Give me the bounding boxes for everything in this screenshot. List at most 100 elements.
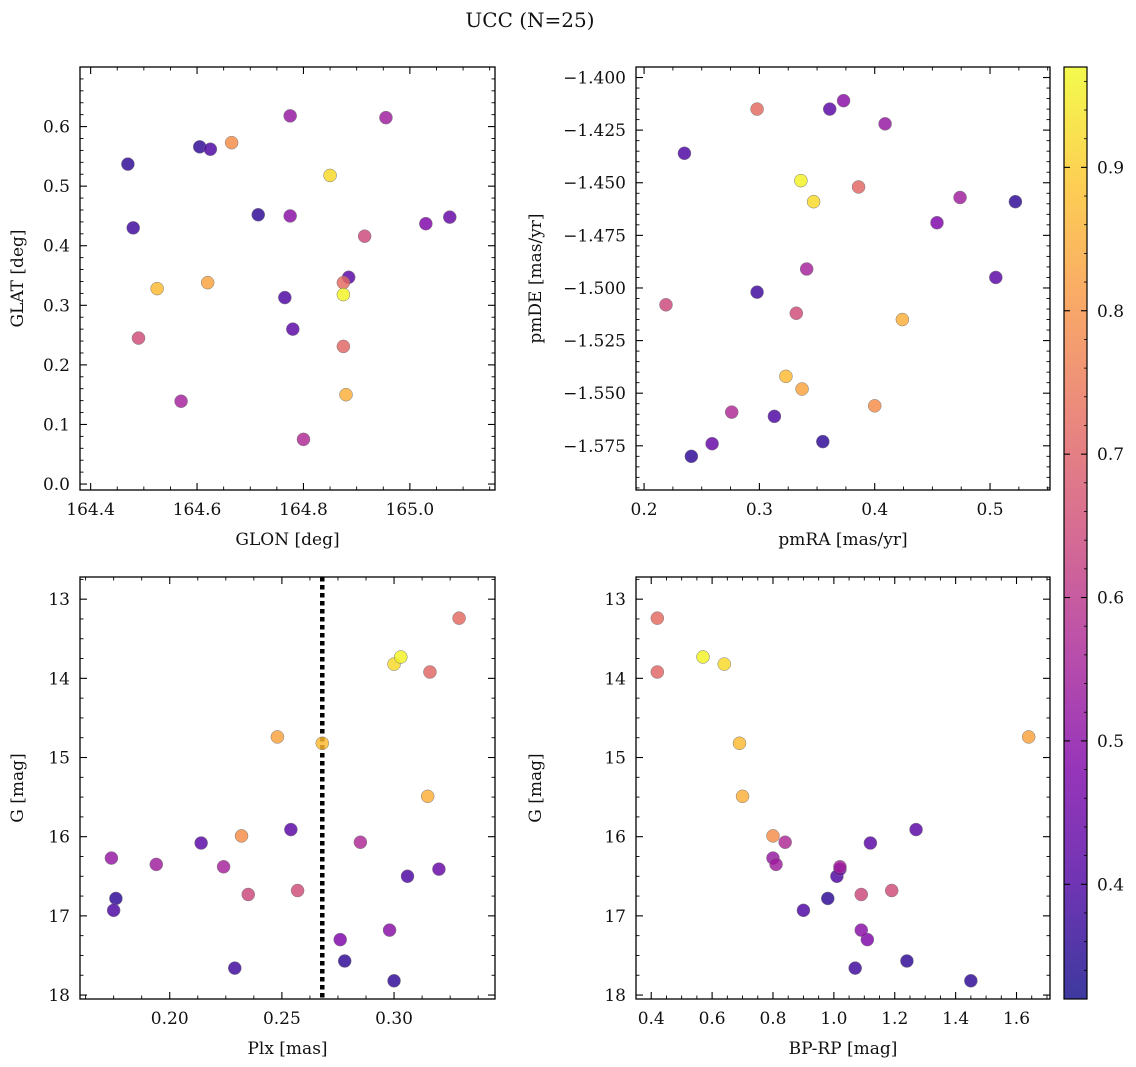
x-tick-label: 165.0 <box>386 500 435 520</box>
data-point <box>650 665 665 679</box>
data-point <box>443 210 457 224</box>
data-point <box>203 142 218 156</box>
y-tick-label: 17 <box>48 907 70 927</box>
y-tick-label: 15 <box>48 749 70 769</box>
data-point <box>336 287 351 302</box>
axes-frame <box>635 66 1051 491</box>
data-point <box>863 836 878 850</box>
data-point <box>964 974 978 988</box>
data-point <box>337 954 352 968</box>
x-tick-label: 0.2 <box>631 500 658 520</box>
data-point <box>705 436 719 451</box>
data-point <box>216 860 231 874</box>
y-tick-label: 0.3 <box>43 296 70 316</box>
data-point <box>379 110 393 125</box>
data-point <box>200 275 215 290</box>
data-point <box>224 135 239 150</box>
data-point <box>724 405 739 419</box>
y-axis-label: G [mag] <box>8 753 28 822</box>
axes-frame <box>79 576 496 1000</box>
colorbar-tick-label: 0.5 <box>1097 732 1124 752</box>
data-point <box>420 789 435 804</box>
data-point <box>860 932 875 947</box>
data-point <box>836 93 851 108</box>
data-point <box>149 857 164 872</box>
colorbar-tick-label: 0.9 <box>1097 158 1124 178</box>
x-tick-label: 164.8 <box>279 500 328 520</box>
data-point <box>696 650 710 664</box>
x-axis-label: BP-RP [mag] <box>789 1039 898 1059</box>
y-tick-label: 0.6 <box>43 118 70 138</box>
data-point <box>806 194 821 209</box>
data-point <box>650 611 665 625</box>
data-point <box>909 822 923 837</box>
data-point <box>283 109 297 123</box>
x-tick-label: 0.3 <box>746 500 773 520</box>
y-tick-label: −1.525 <box>563 332 626 352</box>
data-point <box>677 146 692 161</box>
data-point <box>419 216 433 231</box>
data-point <box>174 394 188 408</box>
y-tick-label: 14 <box>48 669 70 689</box>
data-point <box>315 736 330 751</box>
y-tick-label: −1.450 <box>563 174 626 194</box>
y-tick-label: −1.500 <box>563 279 626 299</box>
panel-bprp-g: 0.4 0.6 0.8 1.0 1.2 1.4 1.6 13 14 15 16 17 18 BP-RP [… <box>526 576 1051 1059</box>
y-tick-label: 0.0 <box>43 475 70 495</box>
data-point <box>735 789 750 804</box>
colorbar-tick-label: 0.7 <box>1097 445 1124 465</box>
x-tick-label: 0.30 <box>375 1009 413 1029</box>
data-point <box>851 180 866 194</box>
data-point <box>400 869 415 884</box>
data-point <box>895 312 910 327</box>
x-axis-label: pmRA [mas/yr] <box>778 530 907 550</box>
data-point <box>900 954 914 968</box>
data-point <box>278 290 292 305</box>
colorbar-frame <box>1063 66 1088 1000</box>
data-point <box>333 932 347 947</box>
data-point <box>284 822 298 837</box>
data-point <box>953 190 967 205</box>
y-tick-label: 13 <box>604 590 626 610</box>
data-point <box>779 369 793 384</box>
y-tick-label: 0.5 <box>43 177 70 197</box>
data-point <box>109 891 123 906</box>
x-tick-label: 1.0 <box>820 1009 847 1029</box>
y-tick-label: −1.400 <box>563 69 626 89</box>
data-point <box>854 887 869 902</box>
data-point <box>283 209 297 223</box>
y-tick-label: −1.475 <box>563 226 626 246</box>
data-point <box>150 281 164 296</box>
colorbar-gradient <box>1064 67 1087 999</box>
colorbar: 0.4 0.5 0.6 0.7 0.8 0.9 <box>1063 66 1124 1000</box>
x-tick-label: 0.25 <box>263 1009 301 1029</box>
x-tick-label: 0.4 <box>638 1009 665 1029</box>
colorbar-tick-label: 0.8 <box>1097 302 1124 322</box>
y-tick-label: 18 <box>48 986 70 1006</box>
data-point <box>241 887 255 902</box>
data-point <box>106 903 121 918</box>
data-point <box>769 857 783 872</box>
x-tick-label: 0.20 <box>151 1009 189 1029</box>
y-tick-label: −1.575 <box>563 437 626 457</box>
data-point <box>684 449 699 464</box>
data-point <box>251 208 265 222</box>
data-point <box>357 229 372 243</box>
y-tick-label: 0.2 <box>43 356 70 376</box>
data-point <box>394 650 408 664</box>
panel-glon-glat: 164.4 164.6 164.8 165.0 0.0 0.1 0.2 0.3 0.4 0.5 0.… <box>8 66 496 550</box>
y-tick-label: −1.425 <box>563 121 626 141</box>
y-tick-label: 16 <box>604 828 626 848</box>
data-point <box>234 829 249 843</box>
y-axis-label: pmDE [mas/yr] <box>526 213 546 343</box>
x-tick-label: 0.5 <box>977 500 1004 520</box>
x-tick-label: 1.4 <box>942 1009 969 1029</box>
data-point <box>270 730 285 744</box>
panel-plx-g: 0.20 0.25 0.30 13 14 15 16 17 18 Plx [mas] G [mag] <box>8 576 496 1059</box>
data-point <box>336 339 351 354</box>
data-point <box>822 102 837 116</box>
data-point <box>867 399 882 413</box>
data-point <box>336 275 351 290</box>
y-tick-label: 18 <box>604 986 626 1006</box>
y-tick-label: 15 <box>604 749 626 769</box>
